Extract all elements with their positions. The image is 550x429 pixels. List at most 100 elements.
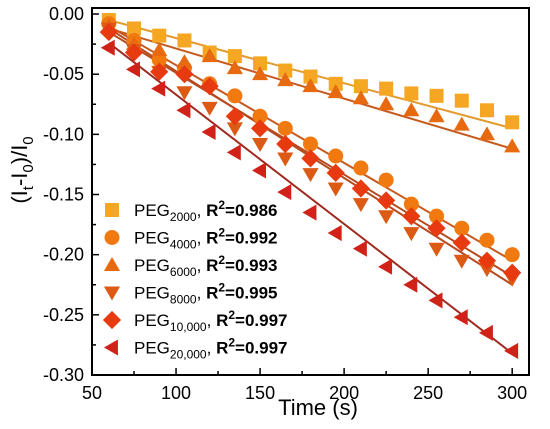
x-tick-label-2: 100	[161, 383, 191, 403]
data-point-s1-7	[253, 56, 268, 71]
data-point-s1-13	[404, 86, 419, 101]
data-point-s1-11	[353, 79, 368, 94]
y-tick-label-4: -0.15	[43, 185, 84, 205]
legend-marker-2	[104, 230, 120, 245]
y-tick-label-7: -0.30	[43, 365, 84, 385]
data-point-s4-14	[428, 242, 445, 257]
data-point-s3-9	[302, 78, 319, 93]
data-point-s5-14	[427, 219, 446, 238]
data-point-s1-16	[479, 103, 494, 118]
data-point-s5-1	[99, 22, 118, 42]
data-point-s3-5	[201, 48, 218, 63]
data-point-s6-13	[403, 276, 418, 293]
legend-marker-3	[103, 256, 121, 271]
data-point-s6-9	[302, 204, 317, 221]
data-point-s6-10	[327, 224, 342, 242]
data-point-s4-6	[226, 122, 243, 137]
data-point-s3-4	[176, 54, 193, 69]
data-point-s1-2	[127, 21, 142, 36]
data-point-s5-11	[351, 179, 371, 198]
data-point-s1-8	[278, 63, 293, 78]
data-point-s2-14	[429, 208, 445, 224]
data-point-s5-7	[250, 119, 270, 138]
y-tick-label-2: -0.05	[43, 64, 84, 84]
data-point-s5-12	[377, 191, 396, 210]
x-tick-label-3: 150	[245, 383, 275, 403]
data-point-s5-5	[200, 77, 219, 96]
data-markers	[99, 13, 522, 359]
data-point-s5-4	[175, 65, 194, 84]
data-point-s5-6	[225, 107, 244, 126]
legend-marker-1	[105, 203, 119, 217]
data-point-s6-7	[252, 162, 267, 179]
data-point-s1-4	[177, 33, 192, 48]
data-point-s3-16	[478, 126, 496, 141]
data-point-s6-2	[125, 61, 140, 78]
data-point-s4-7	[252, 138, 269, 153]
data-point-s4-10	[327, 182, 344, 197]
y-tick-label-1: 0.00	[49, 4, 84, 24]
data-point-s1-10	[328, 76, 343, 91]
data-point-s4-5	[201, 101, 218, 116]
data-point-s3-10	[327, 84, 344, 99]
data-point-s4-4	[176, 86, 193, 101]
legend-label-3: PEG6000, R2=0.993	[134, 253, 278, 279]
data-point-s3-15	[453, 116, 470, 131]
data-point-s2-12	[378, 172, 394, 188]
data-point-s2-7	[252, 108, 268, 124]
legend-label-5: PEG10,000, R2=0.997	[134, 308, 288, 334]
data-point-s1-15	[454, 93, 469, 108]
x-tick-label-1: 50	[82, 383, 102, 403]
data-point-s1-6	[227, 49, 242, 64]
y-tick-label-5: -0.20	[43, 245, 84, 265]
data-point-s2-9	[303, 136, 318, 152]
data-point-s4-13	[403, 227, 420, 242]
data-point-s4-8	[277, 152, 294, 167]
data-point-s4-9	[302, 168, 319, 183]
data-point-s3-17	[504, 138, 521, 153]
data-point-s1-3	[152, 28, 167, 43]
legend-label-6: PEG20,000, R2=0.997	[134, 336, 288, 362]
data-point-s5-2	[124, 43, 144, 62]
data-point-s3-7	[252, 66, 269, 81]
data-point-s4-11	[352, 198, 369, 213]
x-tick-label-6: 300	[497, 383, 527, 403]
data-point-s2-11	[353, 160, 369, 176]
data-point-s5-8	[276, 134, 295, 154]
data-point-s5-17	[503, 263, 522, 282]
data-point-s5-10	[326, 163, 345, 182]
data-point-s3-13	[403, 102, 420, 117]
data-point-s4-15	[453, 254, 470, 269]
data-point-s1-14	[429, 88, 444, 103]
data-point-s6-14	[428, 292, 443, 309]
data-point-s2-8	[277, 120, 293, 136]
data-point-s5-13	[402, 207, 421, 226]
data-point-s6-15	[453, 309, 468, 326]
legend-label-4: PEG8000, R2=0.995	[134, 281, 278, 307]
data-point-s2-6	[227, 88, 243, 104]
data-point-s6-5	[201, 123, 216, 140]
data-point-s6-1	[100, 39, 115, 56]
data-point-s6-3	[151, 80, 166, 97]
data-point-s3-11	[352, 90, 369, 105]
data-point-s5-3	[150, 62, 169, 81]
data-point-s6-17	[504, 342, 519, 359]
data-point-s1-9	[303, 69, 318, 84]
data-point-s3-14	[428, 108, 445, 123]
data-point-s2-13	[403, 196, 419, 212]
data-point-s5-16	[477, 251, 497, 270]
data-point-s4-12	[378, 210, 395, 225]
legend-label-2: PEG4000, R2=0.992	[134, 226, 278, 252]
data-point-s1-17	[505, 115, 520, 130]
data-point-s3-3	[151, 42, 168, 57]
y-tick-label-3: -0.10	[43, 124, 84, 144]
data-point-s6-11	[352, 240, 367, 257]
axes: 50 100 150 200 250 300 0.00 -0.05 -0.10 -0.15 -0.2…	[43, 4, 530, 403]
x-tick-label-4: 200	[329, 383, 359, 403]
x-axis-title: Time (s)	[278, 395, 358, 420]
legend-marker-6	[103, 339, 118, 356]
data-point-s1-12	[379, 81, 394, 96]
data-point-s5-15	[452, 233, 471, 252]
y-tick-label-6: -0.25	[43, 305, 84, 325]
